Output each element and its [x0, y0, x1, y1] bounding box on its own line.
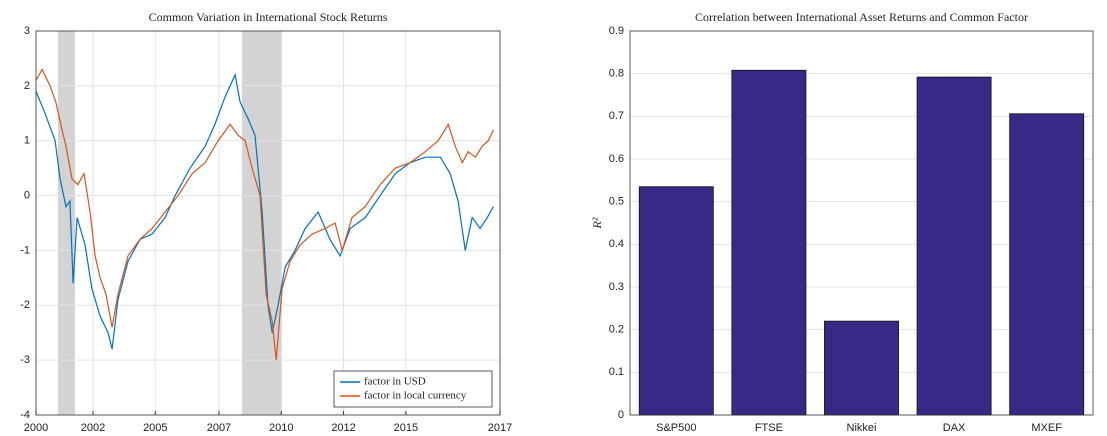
y-tick-label: 0.4 [609, 238, 624, 250]
x-tick-label: MXEF [1031, 422, 1062, 434]
legend-label: factor in USD [364, 376, 426, 388]
y-tick-label: 0.3 [609, 281, 624, 293]
y-tick-label: 0.8 [609, 68, 624, 80]
y-tick-label: 0.6 [609, 153, 624, 165]
x-tick-label: DAX [943, 422, 966, 434]
bar [731, 69, 807, 416]
bar [916, 76, 992, 416]
chart-title: Correlation between International Asset … [695, 10, 1028, 24]
y-tick-label: 0.9 [609, 25, 624, 37]
x-tick-label: 2017 [488, 422, 512, 434]
x-tick-label: Nikkei [847, 422, 877, 434]
y-tick-label: 0.2 [609, 324, 624, 336]
x-tick-label: FTSE [755, 422, 783, 434]
x-tick-label: 2010 [269, 422, 293, 434]
y-tick-label: -1 [20, 244, 30, 256]
y-tick-label: 0.1 [609, 366, 624, 378]
bar [824, 320, 899, 416]
y-tick-label: -2 [20, 299, 30, 311]
plot-frame [629, 30, 1094, 416]
x-tick-label: 2002 [81, 422, 105, 434]
recession-band [58, 31, 75, 415]
y-tick-label: 0 [24, 189, 30, 201]
x-tick-label: 2007 [207, 422, 231, 434]
y-tick-label: 0 [618, 409, 624, 421]
data-line [35, 72, 494, 350]
bar [638, 186, 714, 416]
plot-frame [35, 30, 501, 416]
data-line [35, 68, 494, 361]
x-tick-label: 2005 [143, 422, 167, 434]
legend-label: factor in local currency [364, 390, 467, 402]
chart-title: Common Variation in International Stock … [149, 10, 388, 24]
y-tick-label: 1 [24, 135, 30, 147]
x-tick-label: 2015 [394, 422, 418, 434]
x-tick-label: 2000 [24, 422, 48, 434]
x-tick-label: S&P500 [656, 422, 696, 434]
y-tick-label: -4 [20, 409, 30, 421]
y-tick-label: -3 [20, 354, 30, 366]
legend-box [333, 370, 493, 408]
x-tick-label: 2012 [331, 422, 355, 434]
y-tick-label: 2 [24, 80, 30, 92]
y-tick-label: 0.7 [609, 110, 624, 122]
y-tick-label: 3 [24, 25, 30, 37]
y-axis-label: R² [590, 217, 604, 229]
bar [1009, 113, 1085, 416]
y-tick-label: 0.5 [609, 196, 624, 208]
